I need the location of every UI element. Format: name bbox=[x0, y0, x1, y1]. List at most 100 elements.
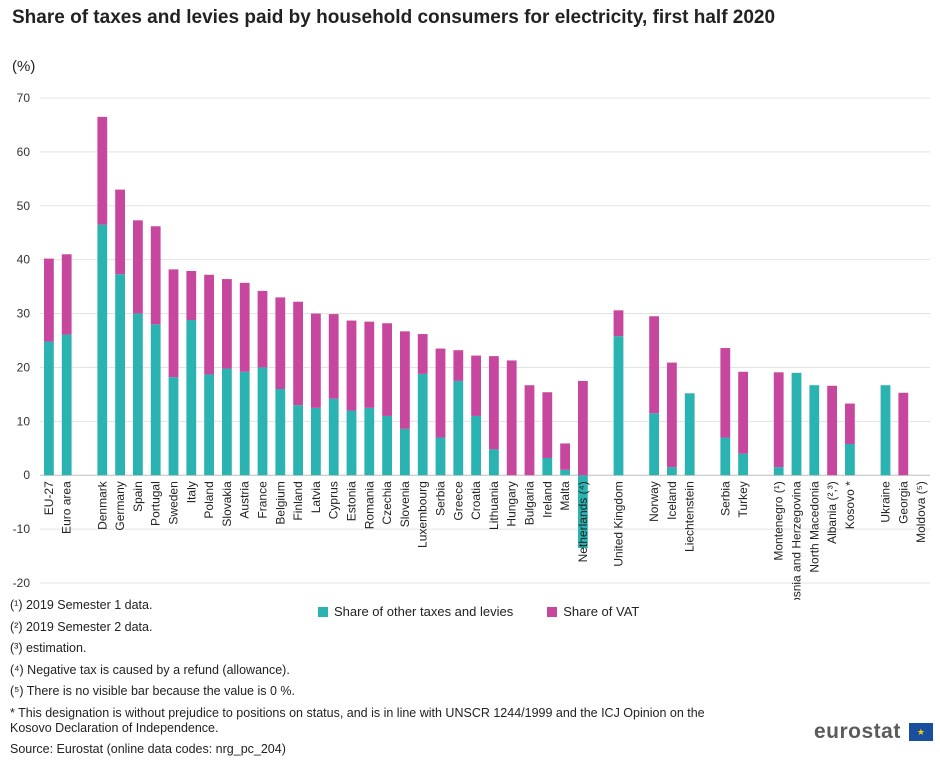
bar-vat bbox=[845, 404, 855, 444]
bar-vat bbox=[649, 316, 659, 413]
bar-other-taxes bbox=[845, 444, 855, 475]
bar-other-taxes bbox=[222, 369, 232, 476]
footnote-2: (²) 2019 Semester 2 data. bbox=[10, 617, 730, 639]
bar-vat bbox=[311, 314, 321, 408]
x-tick-label: Liechtenstein bbox=[683, 481, 697, 552]
bar-vat bbox=[97, 117, 107, 225]
bar-other-taxes bbox=[133, 314, 143, 476]
y-tick-label: 0 bbox=[23, 468, 30, 482]
bar-vat bbox=[738, 372, 748, 454]
bar-vat bbox=[418, 334, 428, 374]
x-tick-label: Finland bbox=[291, 481, 305, 520]
eu-flag-icon: ★ bbox=[909, 723, 933, 741]
bar-vat bbox=[507, 360, 517, 475]
x-tick-label: Italy bbox=[184, 481, 198, 503]
bar-other-taxes bbox=[293, 405, 303, 475]
bar-other-taxes bbox=[169, 377, 179, 475]
y-tick-label: 50 bbox=[17, 199, 31, 213]
y-tick-label: 70 bbox=[17, 91, 31, 105]
x-tick-label: Croatia bbox=[469, 481, 483, 520]
y-tick-label: 10 bbox=[17, 414, 31, 428]
bar-other-taxes bbox=[151, 324, 161, 475]
eurostat-logo: eurostat ★ bbox=[814, 720, 933, 744]
footnote-5: (⁵) There is no visible bar because the … bbox=[10, 681, 730, 703]
x-tick-label: Estonia bbox=[345, 481, 359, 521]
x-tick-label: Greece bbox=[451, 481, 465, 521]
x-tick-label: Belgium bbox=[273, 481, 287, 524]
y-tick-label: 40 bbox=[17, 253, 31, 267]
bar-vat bbox=[667, 363, 677, 468]
bar-vat bbox=[133, 220, 143, 313]
x-tick-label: Portugal bbox=[149, 481, 163, 526]
bar-vat bbox=[258, 291, 268, 368]
y-tick-label: -10 bbox=[13, 522, 31, 536]
x-tick-label: Iceland bbox=[665, 481, 679, 520]
x-tick-label: North Macedonia bbox=[807, 481, 821, 573]
bar-other-taxes bbox=[44, 342, 54, 476]
x-tick-label: France bbox=[256, 481, 270, 519]
y-tick-label: -20 bbox=[13, 576, 31, 590]
bar-vat bbox=[240, 283, 250, 372]
bar-other-taxes bbox=[364, 408, 374, 475]
bar-vat bbox=[204, 275, 214, 375]
bar-vat bbox=[347, 321, 357, 411]
bar-vat bbox=[115, 190, 125, 275]
bar-vat bbox=[275, 297, 285, 389]
bar-other-taxes bbox=[667, 467, 677, 475]
bar-vat bbox=[578, 381, 588, 475]
x-tick-label: Austria bbox=[238, 481, 252, 519]
bar-other-taxes bbox=[614, 336, 624, 475]
bar-vat bbox=[720, 348, 730, 437]
x-tick-label: EU-27 bbox=[42, 481, 56, 515]
bar-other-taxes bbox=[115, 274, 125, 475]
footnote-3: (³) estimation. bbox=[10, 638, 730, 660]
bar-vat bbox=[827, 386, 837, 475]
bar-other-taxes bbox=[560, 470, 570, 475]
logo-text: eurostat bbox=[814, 720, 901, 744]
bar-vat bbox=[471, 356, 481, 416]
bar-other-taxes bbox=[240, 372, 250, 475]
bar-vat bbox=[774, 372, 784, 467]
bar-vat bbox=[44, 259, 54, 342]
bar-other-taxes bbox=[382, 416, 392, 475]
bar-other-taxes bbox=[720, 438, 730, 476]
bar-vat bbox=[898, 393, 908, 475]
bar-vat bbox=[329, 314, 339, 399]
bar-other-taxes bbox=[471, 416, 481, 475]
x-tick-label: Cyprus bbox=[327, 481, 341, 519]
x-tick-label: Norway bbox=[647, 481, 661, 522]
x-tick-label: Netherlands (⁴) bbox=[576, 481, 590, 562]
bar-other-taxes bbox=[62, 335, 72, 476]
bar-other-taxes bbox=[542, 458, 552, 475]
y-tick-label: 60 bbox=[17, 145, 31, 159]
x-tick-label: Spain bbox=[131, 481, 145, 512]
bar-vat bbox=[436, 349, 446, 438]
bar-vat bbox=[400, 331, 410, 429]
x-tick-label: Albania (²,³) bbox=[825, 481, 839, 544]
x-tick-label: Germany bbox=[113, 481, 127, 530]
footnote-4: (⁴) Negative tax is caused by a refund (… bbox=[10, 660, 730, 682]
x-tick-label: Hungary bbox=[505, 481, 519, 526]
x-tick-label: Lithuania bbox=[487, 481, 501, 530]
footnotes: (¹) 2019 Semester 1 data. (²) 2019 Semes… bbox=[10, 595, 730, 760]
bar-vat bbox=[222, 279, 232, 368]
x-tick-label: Kosovo * bbox=[843, 481, 857, 529]
y-tick-label: 20 bbox=[17, 360, 31, 374]
bar-other-taxes bbox=[311, 408, 321, 475]
x-tick-label: Euro area bbox=[60, 481, 74, 534]
bar-vat bbox=[542, 392, 552, 458]
bar-vat bbox=[62, 254, 72, 334]
bar-vat bbox=[186, 271, 196, 320]
bar-other-taxes bbox=[186, 320, 196, 475]
bar-vat bbox=[293, 302, 303, 405]
x-tick-label: United Kingdom bbox=[612, 481, 626, 566]
bar-vat bbox=[382, 323, 392, 416]
bar-vat bbox=[489, 356, 499, 449]
x-tick-label: Malta bbox=[558, 481, 572, 511]
x-tick-label: Slovakia bbox=[220, 481, 234, 527]
bar-vat bbox=[151, 226, 161, 324]
x-tick-label: Turkey bbox=[736, 481, 750, 517]
bar-vat bbox=[614, 310, 624, 336]
footnote-1: (¹) 2019 Semester 1 data. bbox=[10, 595, 730, 617]
